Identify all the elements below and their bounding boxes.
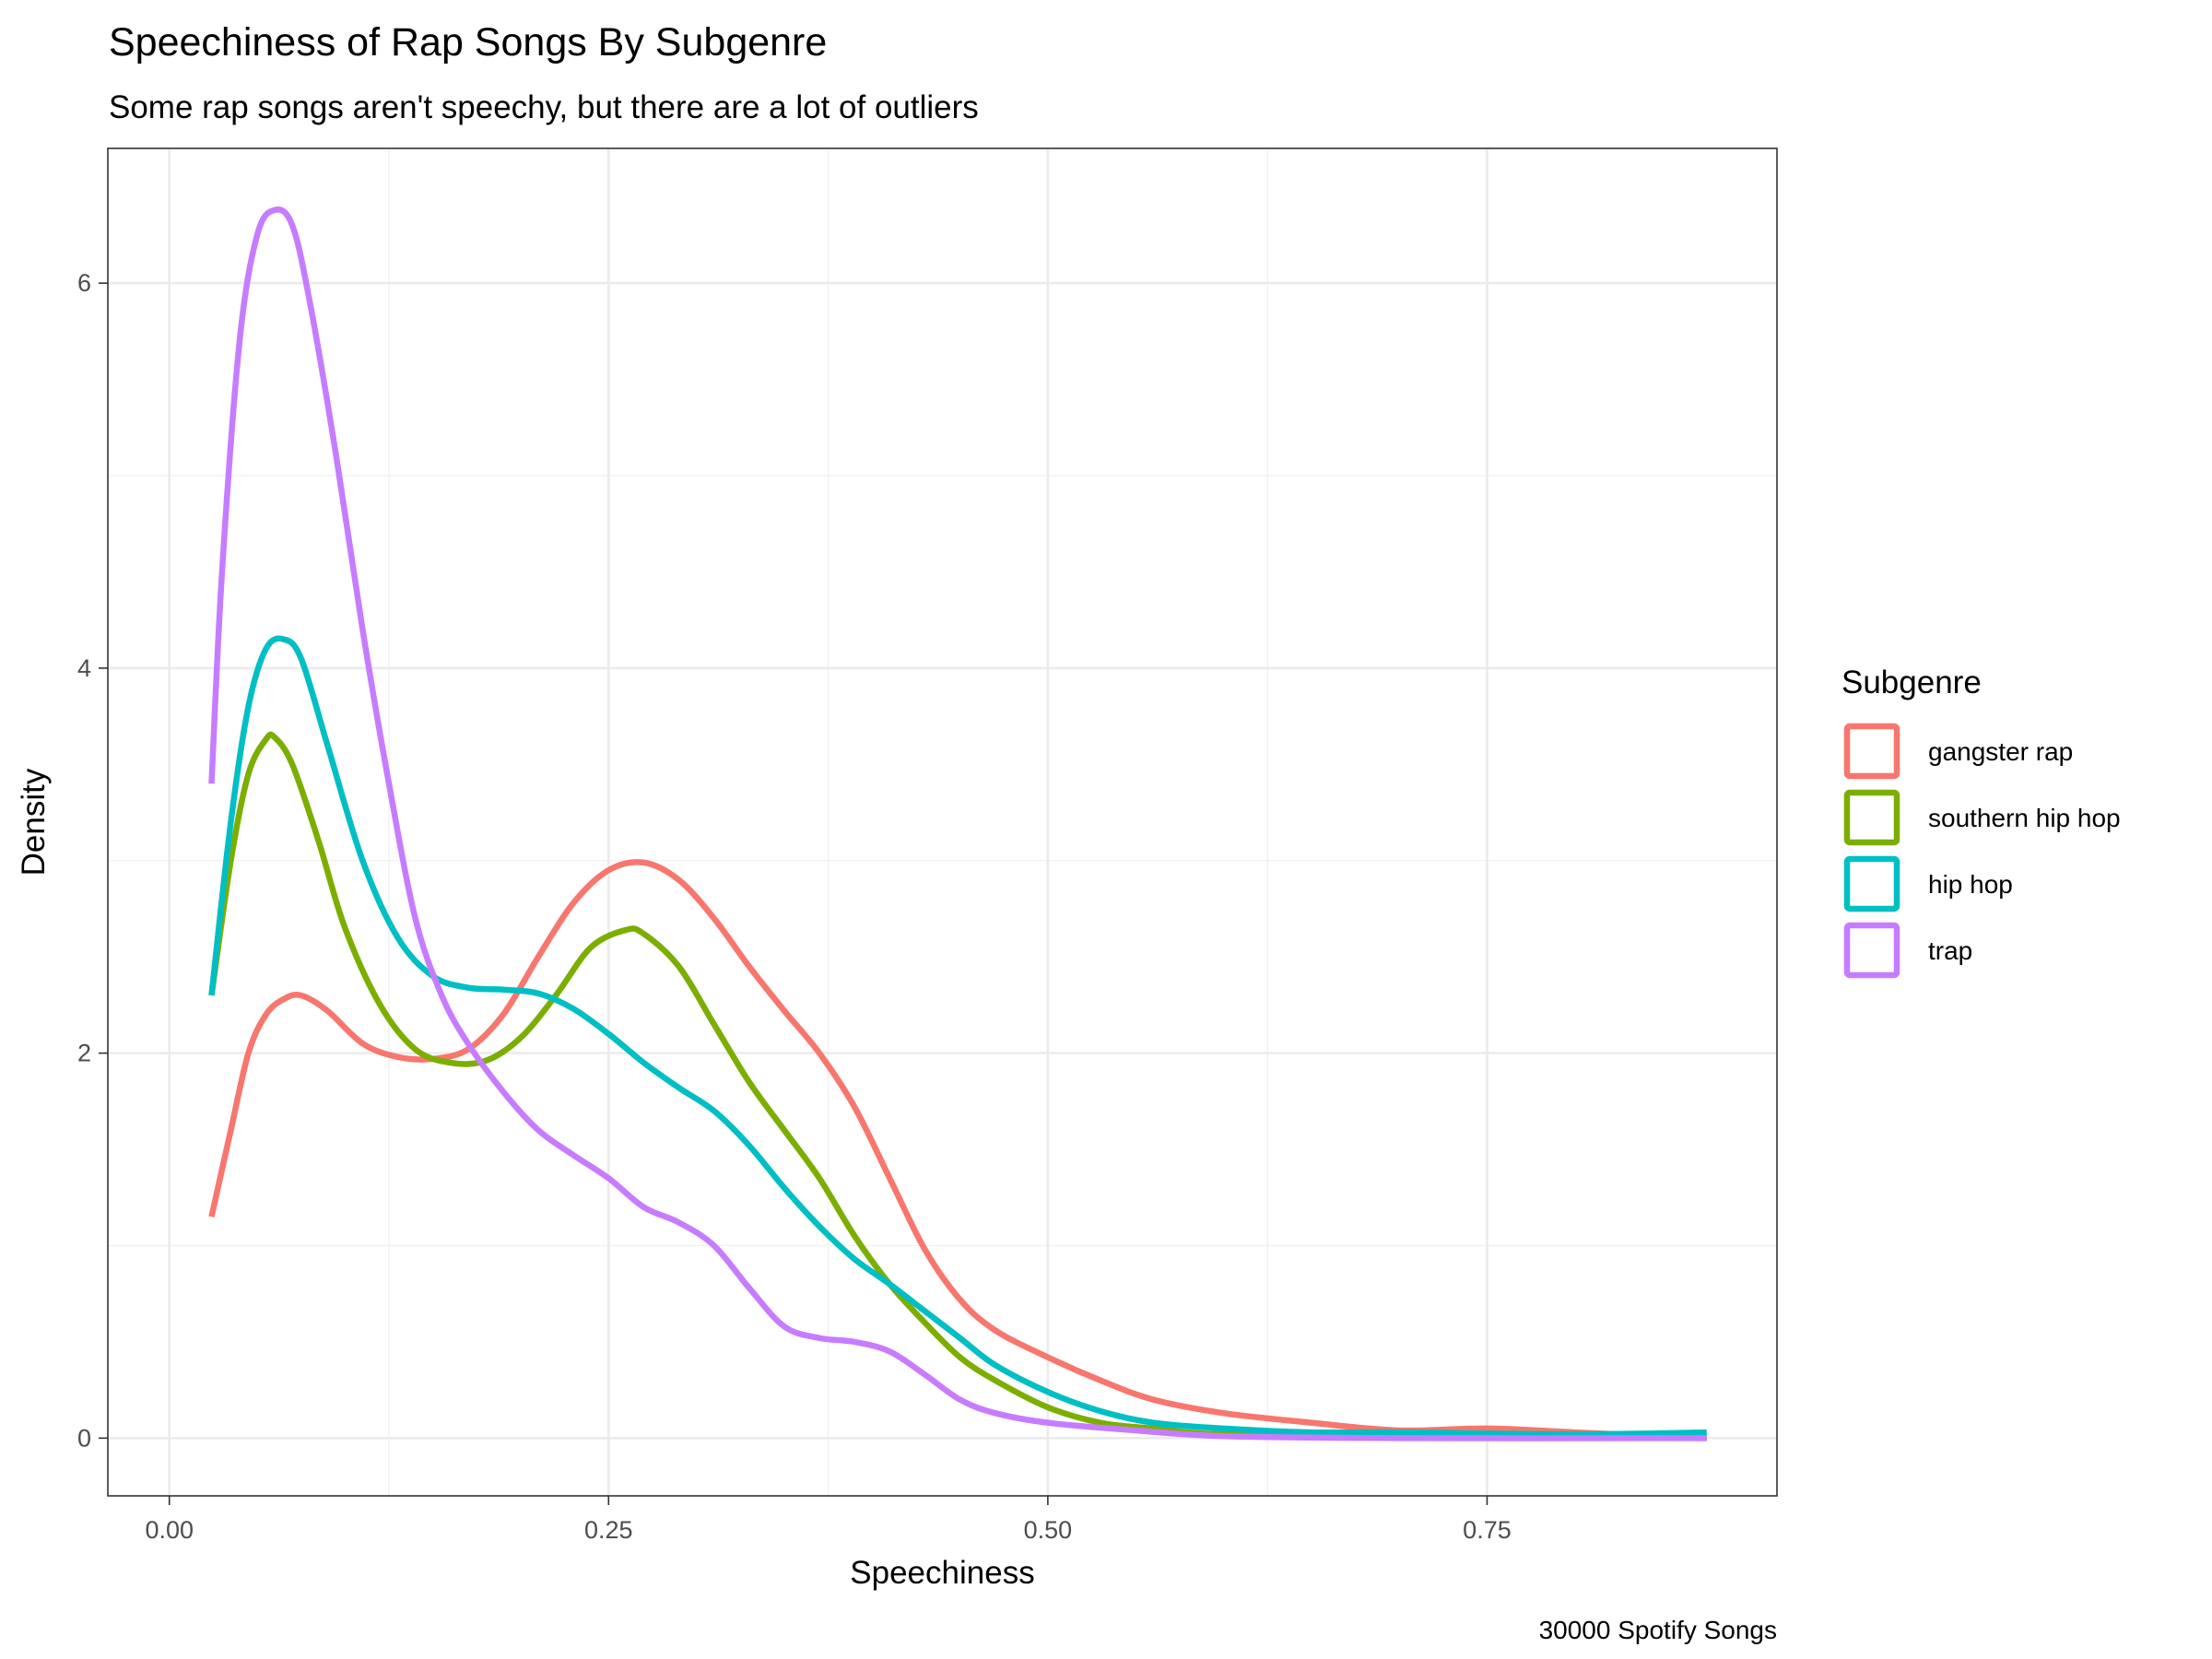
chart-subtitle: Some rap songs aren't speechy, but there… bbox=[109, 89, 979, 125]
minor-gridlines bbox=[108, 148, 1777, 1496]
chart-title: Speechiness of Rap Songs By Subgenre bbox=[109, 20, 827, 65]
legend-key-southern-hip-hop bbox=[1843, 789, 1900, 846]
x-tick-label: 0.75 bbox=[1463, 1516, 1512, 1544]
x-axis-title: Speechiness bbox=[850, 1555, 1034, 1591]
x-tick-label: 0.25 bbox=[584, 1516, 633, 1544]
legend-label-trap: trap bbox=[1928, 936, 1972, 965]
x-axis: 0.00 0.25 0.50 0.75 bbox=[145, 1496, 1512, 1544]
legend-label-hip-hop: hip hop bbox=[1928, 870, 2013, 899]
y-axis-title: Density bbox=[16, 768, 52, 876]
x-tick-label: 0.50 bbox=[1024, 1516, 1073, 1544]
y-tick-label: 0 bbox=[77, 1424, 91, 1452]
legend-title: Subgenre bbox=[1841, 665, 1982, 700]
series-line-southern-hip-hop bbox=[208, 731, 1707, 1441]
y-tick-label: 2 bbox=[77, 1040, 91, 1067]
y-tick-label: 4 bbox=[77, 654, 91, 682]
series-line-hip-hop bbox=[208, 635, 1707, 1438]
legend-items: gangster rap southern hip hop hip hop trap bbox=[1843, 723, 2121, 979]
legend: Subgenre gangster rap southern hip hop hip… bbox=[1841, 665, 2121, 979]
chart-caption: 30000 Spotify Songs bbox=[1539, 1616, 1777, 1644]
y-axis: 0 2 4 6 bbox=[77, 269, 108, 1452]
series-line-gangster-rap bbox=[208, 859, 1707, 1441]
legend-key-trap bbox=[1843, 922, 1900, 979]
legend-key-gangster-rap bbox=[1843, 723, 1900, 780]
plot-panel bbox=[107, 147, 1778, 1497]
panel-background bbox=[108, 148, 1777, 1496]
legend-label-southern-hip-hop: southern hip hop bbox=[1928, 804, 2121, 832]
legend-key-hip-hop bbox=[1843, 855, 1900, 912]
legend-label-gangster-rap: gangster rap bbox=[1928, 737, 2073, 766]
density-lines bbox=[208, 206, 1707, 1441]
y-tick-label: 6 bbox=[77, 269, 91, 297]
panel-border bbox=[107, 147, 1778, 1497]
series-line-trap bbox=[208, 206, 1707, 1441]
x-tick-label: 0.00 bbox=[145, 1516, 194, 1544]
